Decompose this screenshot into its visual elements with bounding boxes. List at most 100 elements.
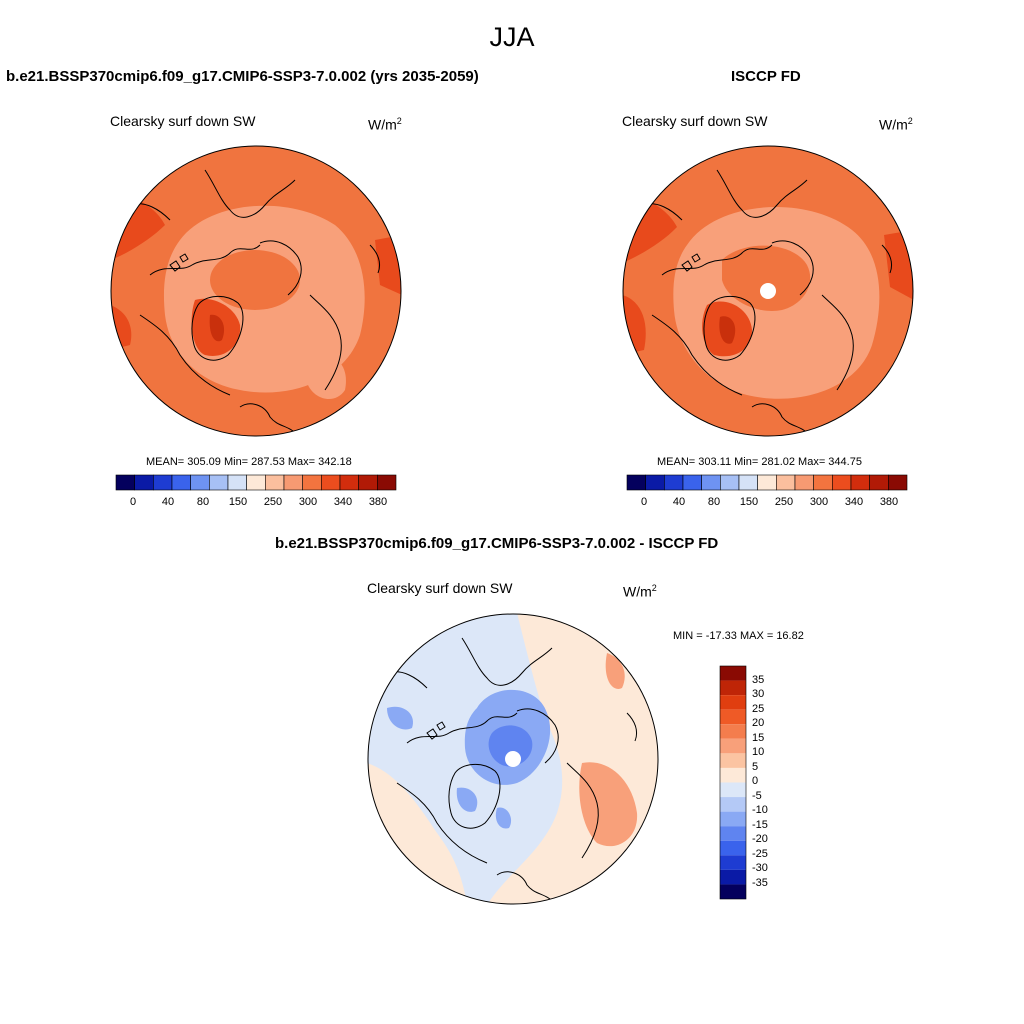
tick-label: 300	[298, 496, 318, 508]
colorbar-swatch	[265, 474, 285, 491]
model-colorbar	[115, 474, 397, 491]
diff-units-label: W/m2	[623, 583, 657, 600]
colorbar-swatch	[645, 474, 665, 491]
colorbar-swatch	[720, 855, 746, 870]
colorbar-swatch	[720, 767, 746, 783]
tick-label: 150	[739, 496, 759, 508]
obs-panel-title: ISCCP FD	[731, 68, 801, 85]
tick-label: -10	[752, 804, 768, 816]
colorbar-swatch	[701, 474, 721, 491]
colorbar-swatch	[720, 782, 746, 798]
tick-label: -15	[752, 819, 768, 831]
colorbar-swatch	[682, 474, 702, 491]
colorbar-swatch	[377, 474, 397, 491]
colorbar-swatch	[720, 474, 740, 491]
colorbar-swatch	[720, 738, 746, 754]
colorbar-swatch	[720, 797, 746, 812]
obs-polar-map	[622, 145, 914, 437]
colorbar-swatch	[720, 709, 746, 725]
tick-label: -25	[752, 848, 768, 860]
diff-variable-label: Clearsky surf down SW	[367, 580, 513, 596]
tick-label: 35	[752, 674, 765, 686]
colorbar-swatch	[246, 474, 266, 491]
colorbar-swatch	[283, 474, 303, 491]
page-title: JJA	[489, 22, 535, 52]
colorbar-swatch	[720, 695, 746, 710]
colorbar-swatch	[720, 811, 746, 827]
colorbar-swatch	[720, 753, 746, 768]
tick-label: 380	[368, 496, 388, 508]
colorbar-swatch	[171, 474, 191, 491]
colorbar-swatch	[869, 474, 889, 491]
colorbar-swatch	[794, 474, 814, 491]
colorbar-swatch	[813, 474, 833, 491]
colorbar-swatch	[209, 474, 229, 491]
colorbar-swatch	[321, 474, 341, 491]
tick-label: 40	[161, 496, 175, 508]
colorbar-swatch	[153, 474, 173, 491]
colorbar-swatch	[190, 474, 210, 491]
diff-colorbar	[719, 665, 747, 900]
colorbar-swatch	[888, 474, 908, 491]
colorbar-swatch	[720, 840, 746, 856]
model-panel-title: b.e21.BSSP370cmip6.f09_g17.CMIP6-SSP3-7.…	[6, 68, 479, 85]
tick-label: 250	[263, 496, 283, 508]
tick-label: 380	[879, 496, 899, 508]
tick-label: -5	[752, 790, 762, 802]
colorbar-swatch	[134, 474, 154, 491]
tick-label: 40	[672, 496, 686, 508]
tick-label: 25	[752, 703, 765, 715]
tick-label: 150	[228, 496, 248, 508]
tick-label: 5	[752, 761, 759, 773]
colorbar-swatch	[850, 474, 870, 491]
diff-stats: MIN = -17.33 MAX = 16.82	[673, 630, 804, 642]
colorbar-swatch	[358, 474, 378, 491]
colorbar-swatch	[720, 869, 746, 885]
colorbar-border	[719, 665, 747, 900]
tick-label: 300	[809, 496, 829, 508]
obs-units-label: W/m2	[879, 116, 913, 133]
model-units-label: W/m2	[368, 116, 402, 133]
tick-label: 340	[333, 496, 353, 508]
obs-stats: MEAN= 303.11 Min= 281.02 Max= 344.75	[657, 456, 862, 468]
tick-label: 80	[707, 496, 721, 508]
colorbar-swatch	[776, 474, 796, 491]
obs-colorbar-ticks: 0 40 80 150 250 300 340 380	[627, 496, 907, 510]
tick-label: 10	[752, 746, 765, 758]
colorbar-swatch	[738, 474, 758, 491]
model-variable-label: Clearsky surf down SW	[110, 113, 256, 129]
tick-label: 0	[752, 775, 759, 787]
model-polar-map	[110, 145, 402, 437]
colorbar-swatch	[720, 666, 746, 681]
tick-label: 250	[774, 496, 794, 508]
colorbar-swatch	[720, 826, 746, 841]
tick-label: -20	[752, 833, 768, 845]
diff-panel-title: b.e21.BSSP370cmip6.f09_g17.CMIP6-SSP3-7.…	[275, 535, 719, 552]
colorbar-swatch	[757, 474, 777, 491]
obs-variable-label: Clearsky surf down SW	[622, 113, 768, 129]
tick-label: 0	[640, 496, 648, 508]
diff-colorbar-ticks: 35 30 25 20 15 10 5 0 -5 -10 -15 -20 -25…	[752, 666, 792, 899]
model-colorbar-ticks: 0 40 80 150 250 300 340 380	[116, 496, 396, 510]
colorbar-swatch	[832, 474, 852, 491]
colorbar-swatch	[339, 474, 359, 491]
tick-label: 15	[752, 732, 765, 744]
obs-colorbar	[626, 474, 908, 491]
tick-label: 340	[844, 496, 864, 508]
model-stats: MEAN= 305.09 Min= 287.53 Max= 342.18	[146, 456, 352, 468]
tick-label: 0	[129, 496, 137, 508]
tick-label: 30	[752, 688, 765, 700]
diff-polar-map	[367, 613, 659, 905]
colorbar-swatch	[227, 474, 247, 491]
colorbar-swatch	[626, 474, 646, 491]
colorbar-swatch	[720, 680, 746, 696]
colorbar-swatch	[664, 474, 684, 491]
colorbar-swatch	[720, 884, 746, 899]
colorbar-swatch	[302, 474, 322, 491]
tick-label: 20	[752, 717, 765, 729]
colorbar-swatch	[720, 724, 746, 739]
colorbar-swatch	[115, 474, 135, 491]
tick-label: -35	[752, 877, 768, 889]
tick-label: 80	[196, 496, 210, 508]
tick-label: -30	[752, 862, 768, 874]
